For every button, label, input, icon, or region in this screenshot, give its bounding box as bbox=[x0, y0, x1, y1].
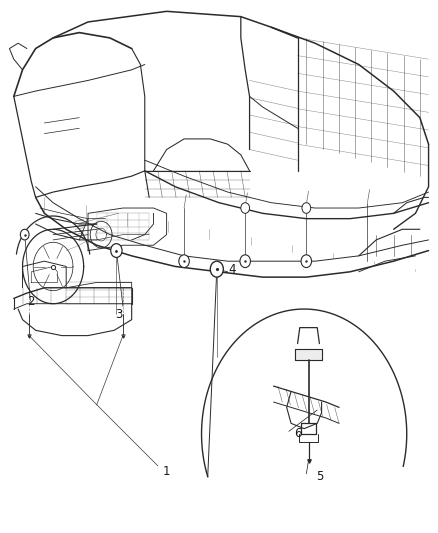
Circle shape bbox=[179, 255, 189, 268]
Text: 3: 3 bbox=[115, 308, 122, 321]
Circle shape bbox=[302, 203, 311, 213]
Text: 4: 4 bbox=[228, 263, 236, 276]
Circle shape bbox=[210, 261, 223, 277]
Text: 2: 2 bbox=[27, 295, 34, 308]
Circle shape bbox=[301, 255, 311, 268]
Circle shape bbox=[240, 255, 251, 268]
Text: 6: 6 bbox=[294, 427, 301, 440]
Circle shape bbox=[111, 244, 122, 257]
Circle shape bbox=[20, 229, 29, 240]
Text: 1: 1 bbox=[163, 465, 170, 478]
Text: 5: 5 bbox=[316, 470, 323, 483]
Circle shape bbox=[241, 203, 250, 213]
